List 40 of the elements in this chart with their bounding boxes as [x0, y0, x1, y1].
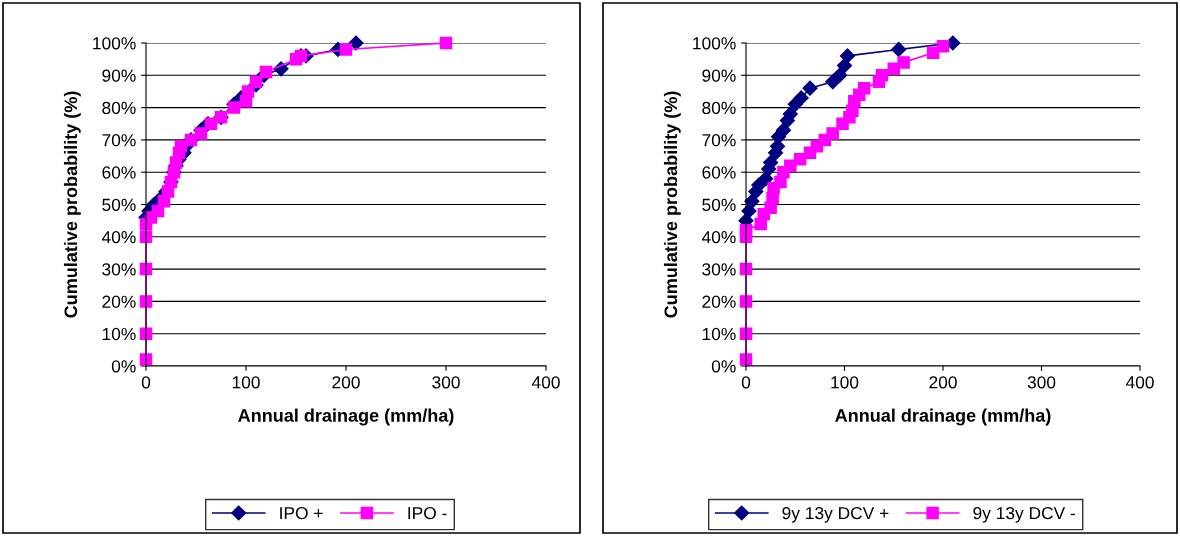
x-tick-label: 200: [332, 376, 360, 389]
y-tick-label: 0%: [711, 360, 736, 373]
legend-label: IPO +: [280, 506, 323, 520]
x-tick-label: 300: [1027, 376, 1056, 389]
y-tick-label: 10%: [702, 327, 736, 341]
y-axis-title: Cumulative probability (%): [663, 91, 681, 318]
y-tick-label: 60%: [702, 166, 736, 179]
x-tick-label: 400: [531, 376, 560, 389]
y-tick-label: 70%: [102, 134, 136, 147]
x-axis-title: Annual drainage (mm/ha): [238, 408, 454, 426]
legend-label: 9y 13y DCV -: [973, 506, 1076, 523]
legend-label: IPO -: [408, 506, 447, 520]
legend-label: 9y 13y DCV +: [782, 506, 889, 523]
x-tick-label: 300: [432, 376, 460, 389]
y-tick-label: 50%: [702, 198, 736, 211]
x-tick-label: 100: [831, 376, 859, 389]
y-tick-label: 100%: [93, 37, 136, 50]
x-tick-label: 100: [232, 376, 260, 389]
y-tick-label: 40%: [101, 230, 136, 244]
y-tick-label: 10%: [102, 327, 136, 341]
y-tick-label: 20%: [702, 295, 736, 308]
y-tick-label: 30%: [702, 263, 736, 276]
x-tick-label: 200: [929, 376, 957, 389]
y-tick-label: 80%: [702, 101, 736, 115]
x-tick-label: 400: [1125, 376, 1154, 389]
y-tick-label: 90%: [702, 69, 736, 82]
y-tick-label: 70%: [702, 134, 736, 147]
y-tick-label: 100%: [693, 37, 736, 50]
y-tick-label: 0%: [111, 360, 136, 373]
x-axis-title: Annual drainage (mm/ha): [835, 408, 1051, 426]
x-tick-label: 0: [141, 376, 151, 389]
y-tick-label: 80%: [102, 101, 136, 115]
y-tick-label: 20%: [102, 295, 136, 308]
y-tick-label: 90%: [102, 69, 136, 82]
y-tick-label: 60%: [102, 166, 136, 179]
y-tick-label: 30%: [102, 263, 136, 276]
y-tick-label: 40%: [701, 230, 736, 244]
y-tick-label: 50%: [102, 198, 136, 211]
x-tick-label: 0: [741, 376, 751, 389]
y-axis-title: Cumulative probability (%): [63, 91, 81, 318]
